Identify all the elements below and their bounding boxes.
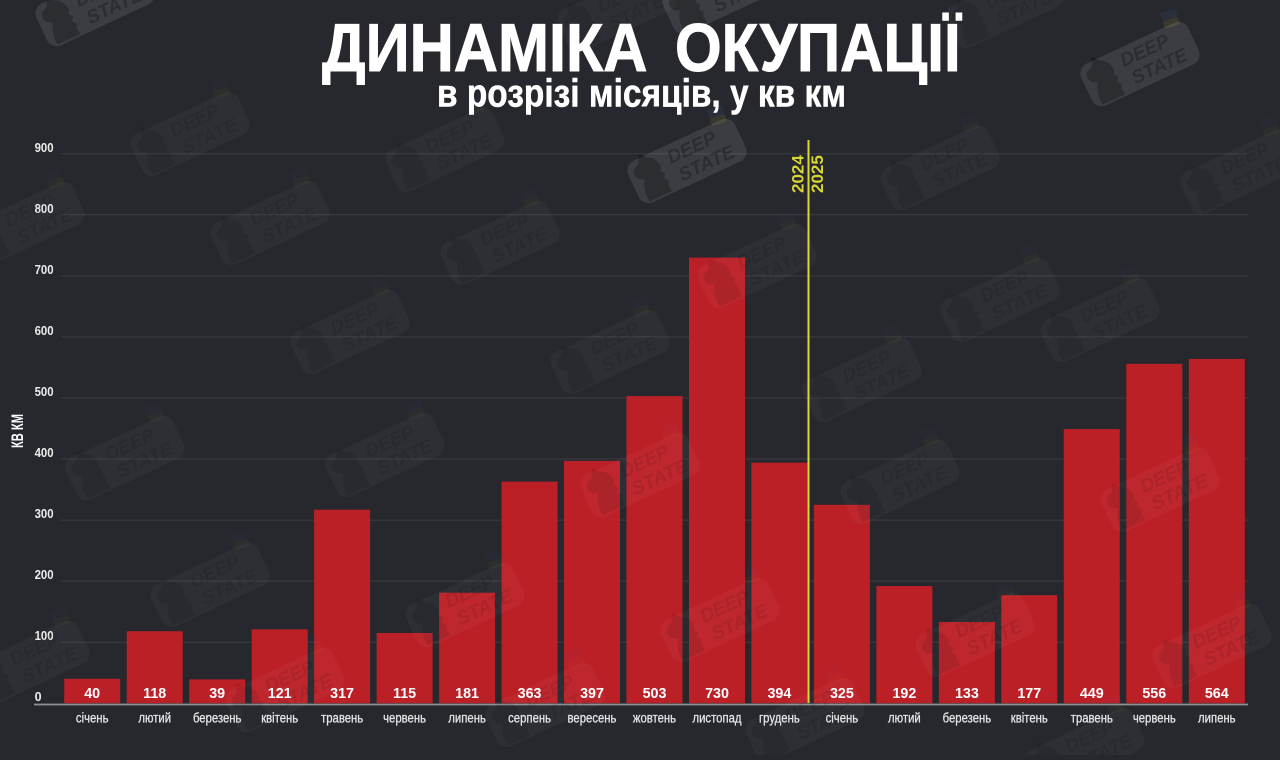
svg-text:118: 118 [143, 686, 166, 702]
svg-text:лютий: лютий [888, 711, 921, 726]
svg-text:400: 400 [35, 446, 54, 460]
svg-text:січень: січень [826, 711, 859, 726]
svg-text:червень: червень [1133, 711, 1176, 726]
svg-text:449: 449 [1080, 686, 1104, 702]
svg-text:травень: травень [1071, 711, 1113, 726]
svg-text:грудень: грудень [759, 711, 800, 726]
svg-text:липень: липень [448, 711, 486, 726]
svg-text:363: 363 [518, 686, 542, 702]
svg-text:КВ КМ: КВ КМ [8, 414, 27, 448]
svg-text:700: 700 [35, 263, 54, 277]
svg-text:ОКУПАЦІЇ: ОКУПАЦІЇ [675, 10, 962, 86]
svg-text:121: 121 [268, 686, 292, 702]
svg-text:2024: 2024 [789, 155, 808, 193]
svg-text:181: 181 [455, 686, 479, 702]
svg-text:192: 192 [892, 686, 916, 702]
svg-text:133: 133 [955, 686, 979, 702]
svg-text:липень: липень [1198, 711, 1236, 726]
svg-text:115: 115 [393, 686, 416, 702]
svg-text:40: 40 [84, 686, 100, 702]
svg-text:556: 556 [1142, 686, 1166, 702]
svg-text:39: 39 [209, 686, 225, 702]
svg-text:січень: січень [76, 711, 109, 726]
svg-text:квітень: квітень [1011, 711, 1048, 726]
svg-text:березень: березень [193, 711, 242, 726]
svg-text:300: 300 [35, 507, 54, 521]
svg-text:лютий: лютий [138, 711, 171, 726]
svg-text:500: 500 [35, 385, 54, 399]
svg-text:2025: 2025 [808, 155, 827, 193]
svg-text:жовтень: жовтень [633, 711, 676, 726]
svg-text:730: 730 [705, 686, 729, 702]
svg-text:317: 317 [330, 686, 354, 702]
svg-text:564: 564 [1205, 686, 1229, 702]
svg-text:ДИНАМІКА: ДИНАМІКА [322, 10, 648, 86]
svg-text:503: 503 [643, 686, 667, 702]
svg-text:900: 900 [35, 141, 54, 155]
svg-text:квітень: квітень [261, 711, 298, 726]
svg-text:листопад: листопад [693, 711, 742, 726]
svg-text:вересень: вересень [568, 711, 617, 726]
svg-text:березень: березень [943, 711, 992, 726]
svg-text:200: 200 [35, 568, 54, 582]
svg-text:в розрізі місяців, у кв км: в розрізі місяців, у кв км [437, 73, 846, 116]
svg-text:600: 600 [35, 324, 54, 338]
svg-text:0: 0 [35, 690, 42, 704]
svg-text:червень: червень [383, 711, 426, 726]
svg-text:394: 394 [767, 686, 791, 702]
svg-text:397: 397 [580, 686, 604, 702]
svg-text:серпень: серпень [508, 711, 551, 726]
svg-text:177: 177 [1017, 686, 1041, 702]
svg-text:травень: травень [321, 711, 363, 726]
svg-text:325: 325 [830, 686, 854, 702]
